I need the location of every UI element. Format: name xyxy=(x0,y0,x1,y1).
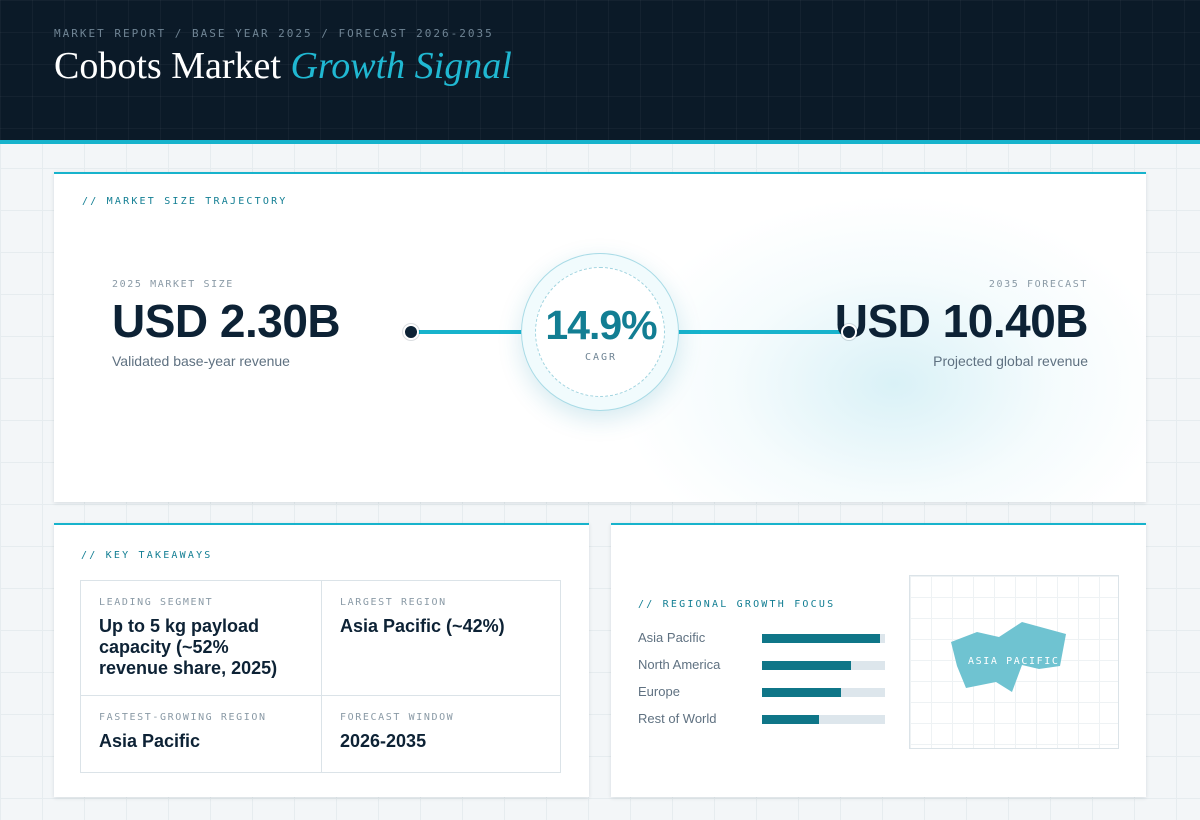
cagr-circle: 14.9% CAGR xyxy=(521,253,679,411)
market-size-trajectory-card: // MARKET SIZE TRAJECTORY 2025 MARKET SI… xyxy=(54,172,1146,502)
takeaway-cell: FASTEST-GROWING REGION Asia Pacific xyxy=(81,695,321,772)
takeaway-value: Up to 5 kg payload capacity (~52% revenu… xyxy=(99,616,278,678)
regional-section-label: // REGIONAL GROWTH FOCUS xyxy=(638,599,836,610)
region-bar-row: Rest of World xyxy=(638,711,888,726)
page-title: Cobots Market Growth Signal xyxy=(54,44,512,88)
region-bar-fill xyxy=(762,634,881,643)
region-bar-label: Europe xyxy=(638,684,680,699)
trajectory-end-dot xyxy=(841,324,857,340)
takeaway-value: 2026-2035 xyxy=(340,731,427,751)
region-bar-track xyxy=(762,661,885,670)
end-size-value: USD 10.40B xyxy=(834,295,1089,347)
start-size-label: 2025 MARKET SIZE xyxy=(112,279,234,290)
report-header: MARKET REPORT / BASE YEAR 2025 / FORECAS… xyxy=(0,0,1200,144)
takeaway-cell: LEADING SEGMENT Up to 5 kg payload capac… xyxy=(81,581,321,695)
region-bar-track xyxy=(762,634,885,643)
trajectory-line-left xyxy=(418,330,534,334)
trajectory-section-label: // MARKET SIZE TRAJECTORY xyxy=(82,196,288,207)
regional-growth-card: // REGIONAL GROWTH FOCUS Asia Pacific No… xyxy=(611,523,1146,797)
takeaway-label: LARGEST REGION xyxy=(340,597,447,608)
trajectory-start-dot xyxy=(403,324,419,340)
end-size-label: 2035 FORECAST xyxy=(988,279,1088,290)
region-bar-fill xyxy=(762,661,851,670)
takeaway-cell: LARGEST REGION Asia Pacific (~42%) xyxy=(321,581,560,695)
end-size-description: Projected global revenue xyxy=(933,353,1088,369)
region-bar-label: Rest of World xyxy=(638,711,717,726)
region-bar-row: North America xyxy=(638,657,888,672)
asia-pacific-map-shape xyxy=(951,622,1066,692)
region-bar-track xyxy=(762,715,885,724)
region-bar-row: Asia Pacific xyxy=(638,630,888,645)
start-size-description: Validated base-year revenue xyxy=(112,353,290,369)
takeaway-label: FASTEST-GROWING REGION xyxy=(99,712,267,723)
trajectory-line-right xyxy=(666,330,850,334)
region-bar-label: Asia Pacific xyxy=(638,630,706,645)
cagr-value: 14.9% xyxy=(545,302,657,348)
region-bar-fill xyxy=(762,715,819,724)
takeaway-value: Asia Pacific (~42%) xyxy=(340,616,505,636)
takeaway-label: FORECAST WINDOW xyxy=(340,712,455,723)
takeaway-label: LEADING SEGMENT xyxy=(99,597,214,608)
takeaways-section-label: // KEY TAKEAWAYS xyxy=(81,550,213,561)
key-takeaways-card: // KEY TAKEAWAYS LEADING SEGMENT Up to 5… xyxy=(54,523,589,797)
page-title-accent: Growth Signal xyxy=(290,45,512,87)
background-glow xyxy=(614,194,1146,502)
breadcrumb: MARKET REPORT / BASE YEAR 2025 / FORECAS… xyxy=(54,27,494,40)
map-region-label: ASIA PACIFIC xyxy=(968,656,1060,667)
region-bar-label: North America xyxy=(638,657,721,672)
takeaway-value: Asia Pacific xyxy=(99,731,201,751)
start-size-value: USD 2.30B xyxy=(112,295,341,347)
region-bar-fill xyxy=(762,688,841,697)
takeaways-grid: LEADING SEGMENT Up to 5 kg payload capac… xyxy=(80,580,561,773)
takeaway-cell: FORECAST WINDOW 2026-2035 xyxy=(321,695,560,772)
page-title-main: Cobots Market xyxy=(54,45,281,87)
cagr-inner-circle: 14.9% CAGR xyxy=(535,267,665,397)
region-bar-row: Europe xyxy=(638,684,888,699)
asia-pacific-region-shape xyxy=(951,622,1066,692)
cagr-label: CAGR xyxy=(584,352,618,363)
region-bar-track xyxy=(762,688,885,697)
region-map: ASIA PACIFIC xyxy=(909,575,1119,749)
